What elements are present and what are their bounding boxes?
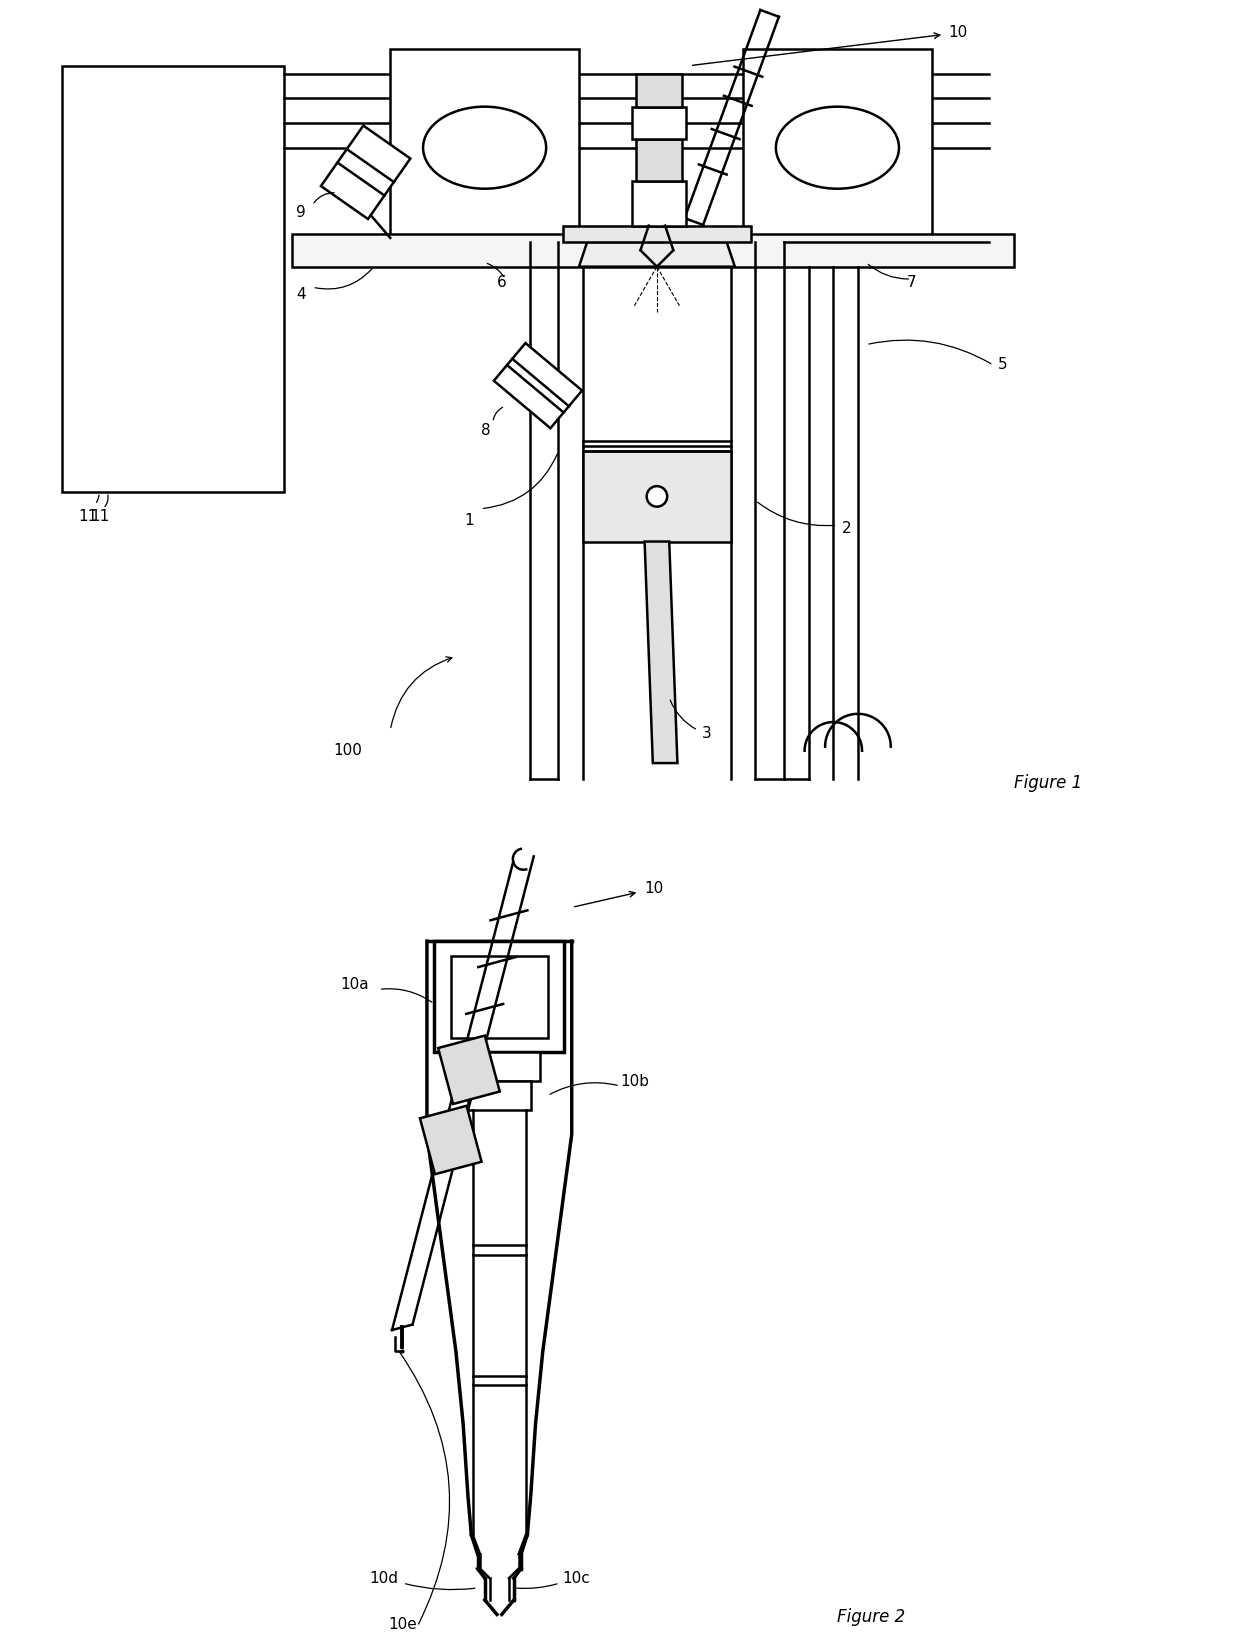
Text: Figure 2: Figure 2 bbox=[837, 1608, 905, 1626]
Polygon shape bbox=[645, 542, 677, 763]
Bar bbox=[632, 107, 686, 139]
Text: 10c: 10c bbox=[562, 1570, 590, 1587]
Polygon shape bbox=[391, 49, 579, 238]
Text: 2: 2 bbox=[842, 522, 851, 537]
Text: 6: 6 bbox=[497, 276, 507, 290]
Ellipse shape bbox=[776, 107, 899, 189]
Bar bbox=[636, 74, 682, 107]
Text: 8: 8 bbox=[481, 423, 490, 438]
Bar bbox=[434, 942, 564, 1052]
Bar bbox=[467, 1081, 531, 1109]
Bar bbox=[632, 181, 686, 225]
Text: 10b: 10b bbox=[620, 1073, 649, 1090]
Bar bbox=[583, 451, 730, 542]
Text: 4: 4 bbox=[296, 287, 305, 302]
Text: 10: 10 bbox=[949, 25, 967, 39]
Text: 1: 1 bbox=[464, 514, 474, 528]
Text: 11: 11 bbox=[78, 509, 98, 523]
Text: 7: 7 bbox=[908, 276, 916, 290]
Text: 10e: 10e bbox=[388, 1616, 417, 1631]
Bar bbox=[459, 1052, 541, 1081]
Bar bbox=[563, 225, 751, 241]
Polygon shape bbox=[420, 1106, 481, 1175]
Ellipse shape bbox=[423, 107, 546, 189]
Bar bbox=[636, 139, 682, 181]
Text: 9: 9 bbox=[296, 205, 305, 220]
Bar bbox=[291, 233, 1014, 266]
Text: 10a: 10a bbox=[340, 978, 368, 993]
Text: 11: 11 bbox=[91, 509, 110, 523]
Polygon shape bbox=[321, 126, 410, 218]
Ellipse shape bbox=[647, 486, 667, 507]
Polygon shape bbox=[494, 343, 582, 428]
Polygon shape bbox=[438, 1035, 500, 1104]
Bar bbox=[451, 955, 548, 1037]
Text: 10: 10 bbox=[644, 881, 663, 896]
Polygon shape bbox=[579, 241, 735, 266]
Text: 3: 3 bbox=[702, 727, 712, 742]
Text: 5: 5 bbox=[997, 358, 1007, 373]
Text: Figure 1: Figure 1 bbox=[1014, 773, 1083, 791]
Text: 10d: 10d bbox=[370, 1570, 398, 1587]
Polygon shape bbox=[743, 49, 931, 238]
Bar bbox=[62, 66, 284, 492]
Text: 100: 100 bbox=[332, 743, 362, 758]
